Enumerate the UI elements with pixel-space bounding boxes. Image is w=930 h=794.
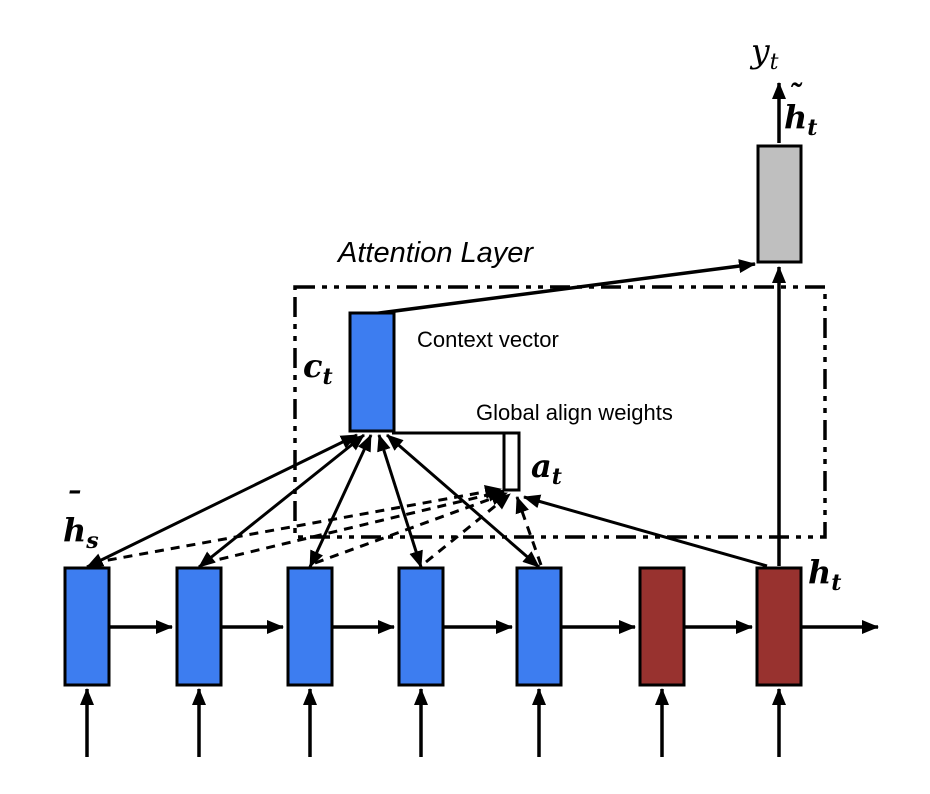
context-vector-label: Context vector bbox=[417, 327, 559, 352]
target-hidden-sub: t bbox=[831, 570, 841, 596]
attentional-hidden-main: h bbox=[784, 98, 807, 136]
input-arrows bbox=[80, 688, 786, 757]
encoder-state-3 bbox=[286, 566, 334, 687]
attention-layer-title: Attention Layer bbox=[336, 237, 534, 269]
attentional-hidden-box bbox=[756, 144, 803, 264]
decoder-state-2 bbox=[755, 566, 803, 687]
encoder-state-1 bbox=[63, 566, 111, 687]
attentional-hidden-accent: ˜ bbox=[787, 79, 803, 114]
context-arrow-3 bbox=[308, 434, 373, 568]
attention-layer-box bbox=[293, 285, 827, 539]
output-label: yt bbox=[749, 31, 779, 75]
attentional-hidden-sub: t bbox=[807, 115, 817, 141]
source-hidden-accent: ¯ bbox=[64, 485, 81, 525]
source-hidden-sub: s bbox=[85, 528, 98, 554]
target-hidden-main: h bbox=[808, 553, 831, 591]
align-weights-main: a bbox=[531, 447, 552, 485]
context-sub: t bbox=[322, 364, 332, 390]
attentional-hidden-label: ht bbox=[784, 98, 817, 141]
context-main: c bbox=[303, 347, 322, 385]
context-weighted-sum-arrows bbox=[86, 433, 540, 569]
encoder-state-2 bbox=[175, 566, 223, 687]
context-to-attentional-arrow bbox=[371, 259, 756, 316]
align-weights-sub: t bbox=[552, 464, 562, 490]
output-main: y bbox=[749, 31, 770, 70]
decoder-state-1 bbox=[638, 566, 686, 687]
align-weights-bar bbox=[502, 431, 521, 492]
source-hidden-main: h bbox=[63, 511, 86, 549]
context-arrow-5 bbox=[386, 433, 540, 569]
align-weights-label: at bbox=[531, 447, 562, 490]
encoder-state-4 bbox=[397, 566, 445, 687]
hidden-state-row bbox=[63, 566, 803, 687]
target-to-align-arrow bbox=[523, 494, 768, 568]
context-vector-box bbox=[348, 311, 396, 433]
global-align-weights-label: Global align weights bbox=[476, 400, 673, 425]
target-hidden-label: ht bbox=[808, 553, 841, 596]
output-sub: t bbox=[770, 50, 779, 75]
context-label: ct bbox=[303, 347, 333, 390]
encoder-state-5 bbox=[515, 566, 563, 687]
source-hidden-label: hs bbox=[63, 511, 99, 554]
